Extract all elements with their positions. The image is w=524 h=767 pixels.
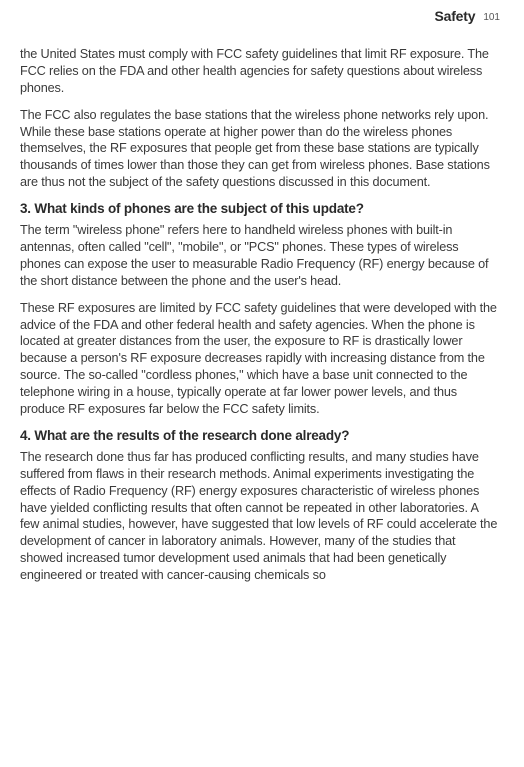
body-paragraph: the United States must comply with FCC s… [20, 46, 500, 97]
body-paragraph: The term "wireless phone" refers here to… [20, 222, 500, 290]
section-title: Safety [434, 8, 475, 24]
body-paragraph: These RF exposures are limited by FCC sa… [20, 300, 500, 418]
body-paragraph: The research done thus far has produced … [20, 449, 500, 584]
body-paragraph: The FCC also regulates the base stations… [20, 107, 500, 191]
page-header: Safety 101 [20, 8, 500, 24]
page-number: 101 [483, 12, 500, 23]
section-heading: 4. What are the results of the research … [20, 428, 500, 443]
section-heading: 3. What kinds of phones are the subject … [20, 201, 500, 216]
